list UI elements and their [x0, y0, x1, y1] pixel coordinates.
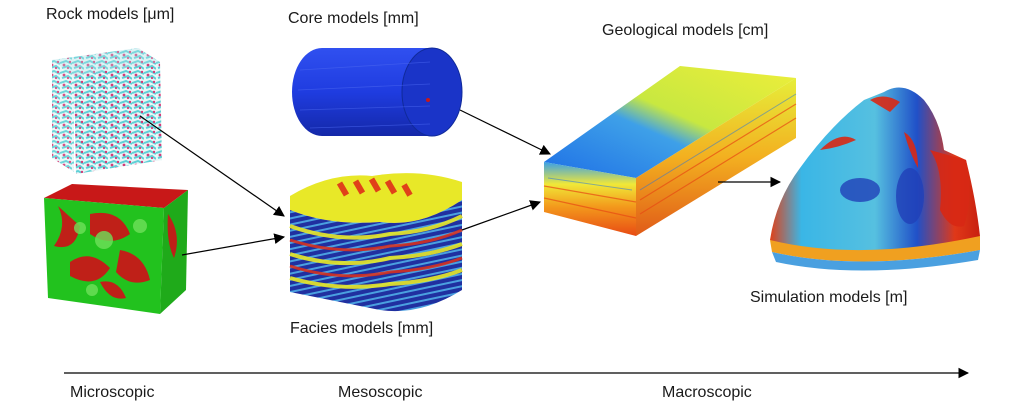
scale-label-microscopic: Microscopic: [70, 384, 155, 401]
label-rock-models: Rock models [μm]: [46, 6, 175, 23]
scale-label-mesoscopic: Mesoscopic: [338, 384, 423, 401]
core-cylinder: [292, 47, 463, 137]
arrow-facies-to-geological: [461, 200, 542, 231]
arrow-core-to-geological: [459, 109, 551, 155]
label-facies-models: Facies models [mm]: [290, 320, 434, 337]
label-simulation-models: Simulation models [m]: [750, 289, 908, 306]
arrow-rock-to-facies: [139, 115, 285, 217]
rock-pore-network-cube: [52, 48, 162, 174]
label-geological-models: Geological models [cm]: [602, 22, 769, 39]
rock-grain-cube: [44, 184, 188, 314]
arrow-grain-to-facies: [181, 233, 286, 256]
label-core-models: Core models [mm]: [288, 10, 419, 27]
scale-label-macroscopic: Macroscopic: [662, 384, 752, 401]
simulation-terrain: [770, 87, 980, 271]
facies-layered-block: [289, 173, 463, 312]
geological-slab: [543, 66, 797, 236]
